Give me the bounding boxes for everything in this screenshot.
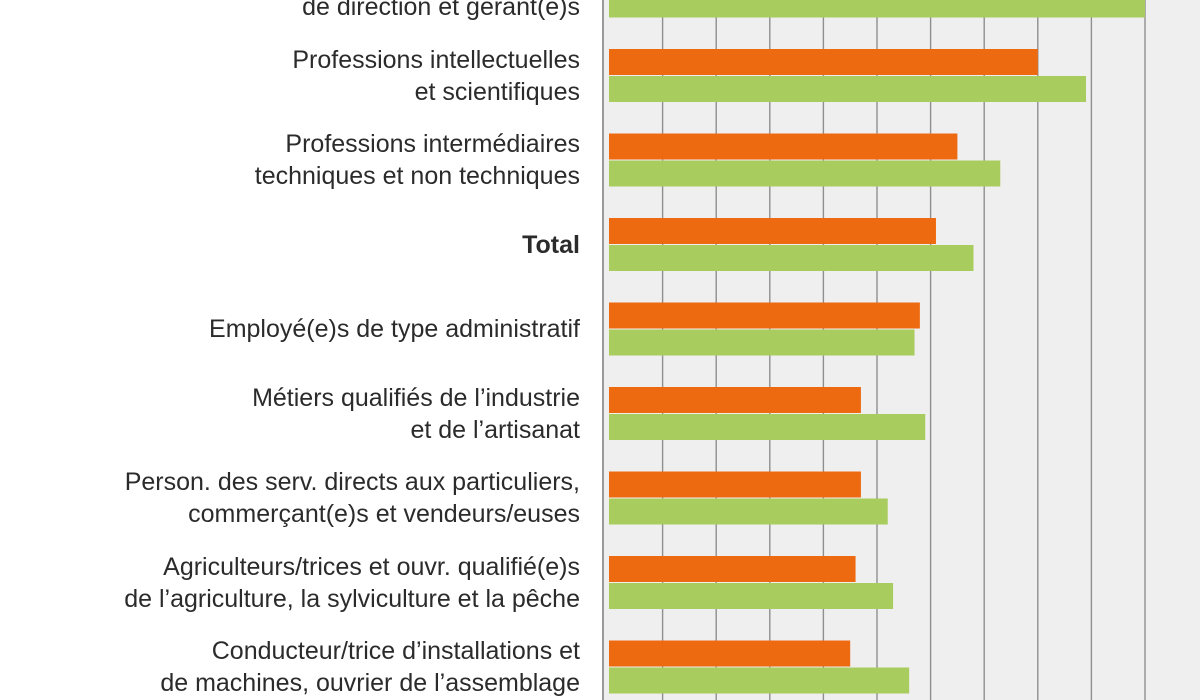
- bar-series-2: [609, 583, 894, 609]
- bar-series-2: [609, 667, 910, 694]
- bar-series-2: [609, 0, 1145, 18]
- bar-series-1: [609, 387, 861, 413]
- bar-series-1: [609, 133, 958, 160]
- bar-series-2: [609, 498, 888, 525]
- bar-series-2: [609, 245, 974, 271]
- category-label: Professions intermédiaires techniques et…: [254, 130, 580, 190]
- category-label: Directeurs/trices, cadres de direction e…: [302, 0, 580, 21]
- bar-series-1: [609, 49, 1038, 75]
- bar-series-2: [609, 76, 1087, 102]
- bar-series-2: [609, 414, 926, 440]
- bar-series-1: [609, 218, 936, 244]
- category-label: Total: [522, 230, 580, 259]
- category-label: Agriculteurs/trices et ouvr. qualifié(e)…: [124, 552, 580, 613]
- category-label: Professions intellectuelles et scientifi…: [292, 45, 580, 106]
- bar-series-2: [609, 160, 1001, 187]
- category-label: Conducteur/trice d’installations et de m…: [160, 637, 580, 697]
- category-label: Métiers qualifiés de l’industrie et de l…: [252, 383, 580, 444]
- category-label: Person. des serv. directs aux particulie…: [124, 468, 580, 528]
- bar-series-2: [609, 329, 915, 356]
- bar-series-1: [609, 471, 861, 498]
- bars: [609, 0, 1145, 694]
- category-label: Employé(e)s de type administratif: [209, 315, 580, 343]
- bar-series-1: [609, 302, 920, 329]
- bar-series-1: [609, 640, 851, 667]
- bar-series-1: [609, 556, 856, 582]
